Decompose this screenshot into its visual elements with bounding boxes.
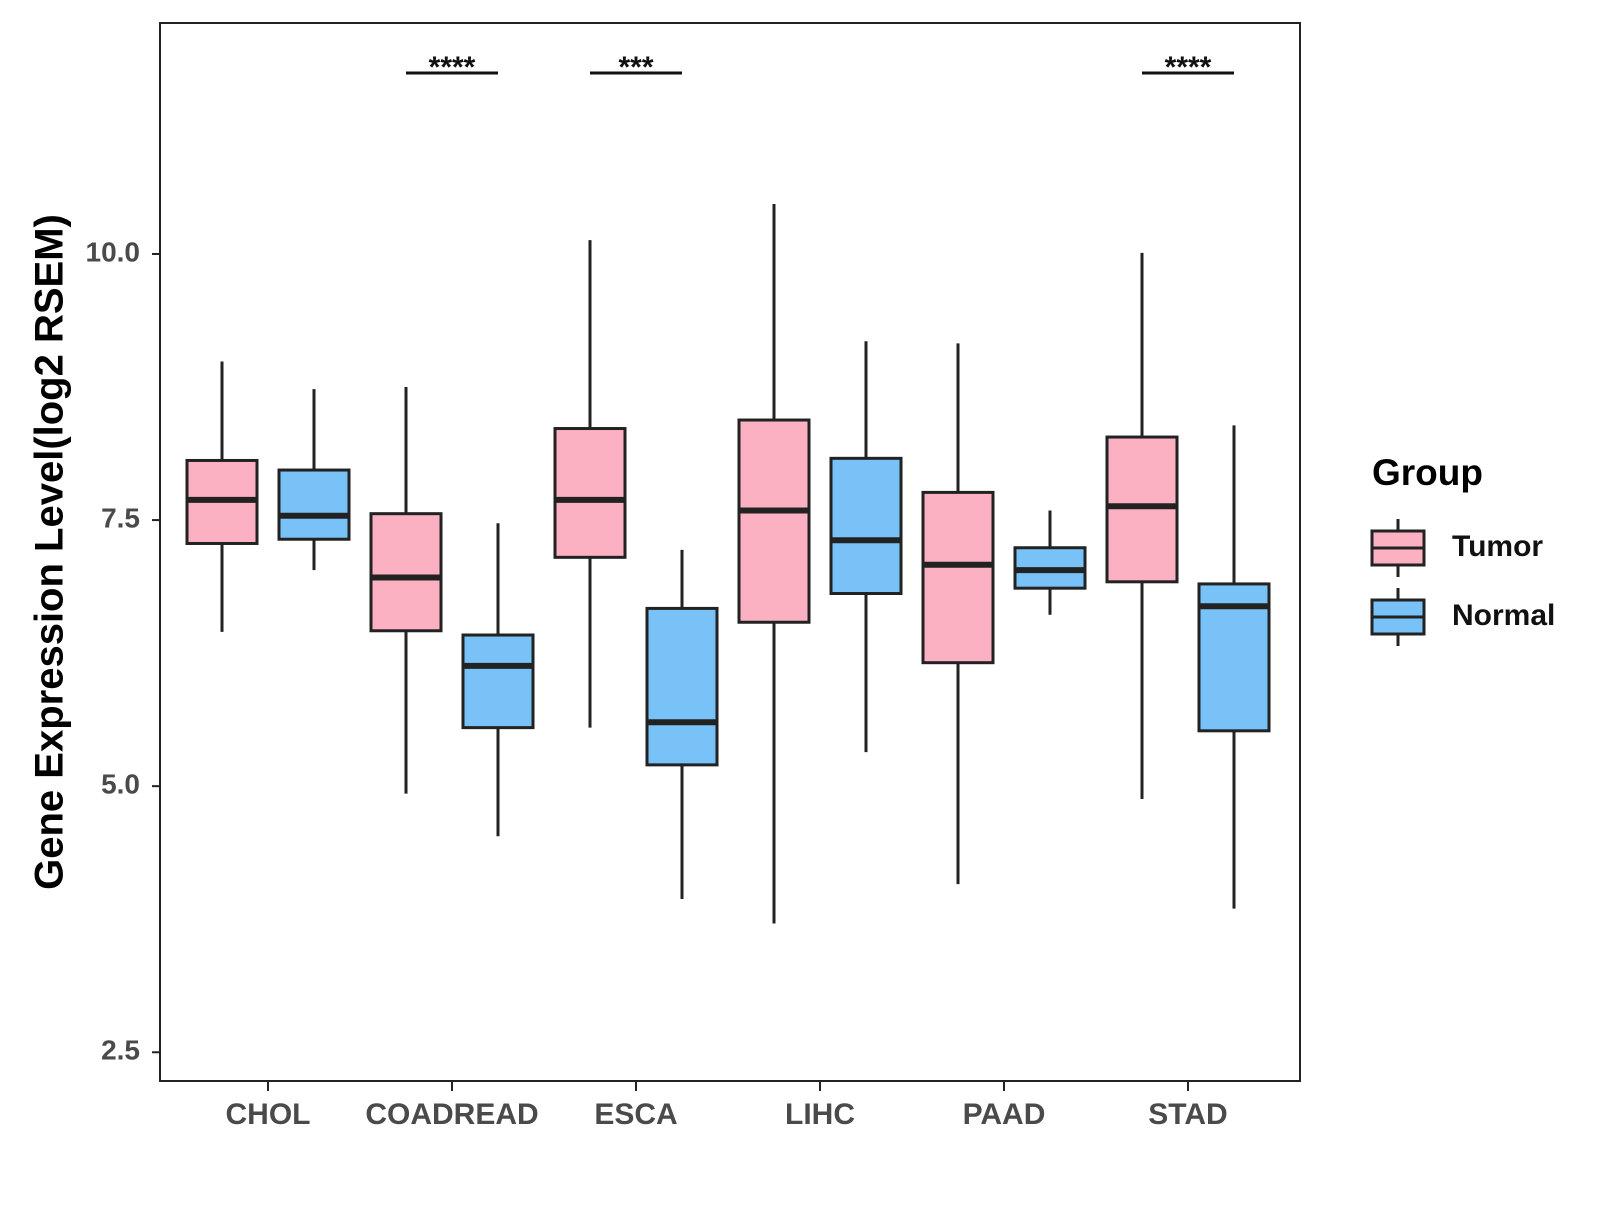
y-tick-label: 2.5 [101, 1035, 140, 1066]
box-iqr [645, 606, 719, 767]
box-normal-chol [277, 389, 351, 571]
legend-label: Normal [1452, 599, 1555, 632]
box-iqr [829, 456, 903, 596]
box-tumor-coadread [369, 387, 443, 794]
box-normal-lihc [829, 341, 903, 753]
box-iqr [553, 427, 627, 559]
legend-label: Tumor [1452, 530, 1543, 563]
y-tick-label: 7.5 [101, 502, 140, 533]
x-tick-label: PAAD [963, 1098, 1046, 1131]
x-tick-label: STAD [1148, 1098, 1227, 1131]
x-tick-label: LIHC [785, 1098, 855, 1131]
box-iqr [737, 418, 811, 624]
box-iqr [277, 468, 351, 541]
box-normal-paad [1013, 510, 1087, 615]
box-tumor-paad [921, 343, 995, 885]
box-normal-esca [645, 549, 719, 899]
y-tick-label: 10.0 [86, 236, 141, 267]
significance-label: **** [429, 51, 476, 84]
significance-annotation: **** [406, 51, 498, 84]
legend-title: Group [1372, 452, 1483, 493]
y-axis-title: Gene Expression Level(log2 RSEM) [28, 214, 72, 890]
significance-annotation: **** [1142, 51, 1234, 84]
box-iqr [461, 633, 535, 730]
box-iqr [1105, 435, 1179, 584]
box-iqr [369, 512, 443, 633]
box-tumor-lihc [737, 203, 811, 924]
legend: Tumor Normal [1370, 519, 1555, 646]
significance-label: **** [1165, 51, 1212, 84]
legend-item-normal: Normal [1370, 588, 1555, 646]
box-iqr [921, 490, 995, 665]
box-tumor-stad [1105, 252, 1179, 799]
x-tick-label: CHOL [226, 1098, 311, 1131]
y-tick-label: 5.0 [101, 769, 140, 800]
x-tick-label: COADREAD [365, 1098, 538, 1131]
box-tumor-esca [553, 240, 627, 728]
plot-area: 2.5 5.0 7.5 10.0 CHOL COADREAD ESCA LIHC PAAD STA… [86, 22, 1301, 1131]
box-normal-stad [1197, 425, 1271, 909]
significance-label: *** [618, 51, 653, 84]
plot-frame [159, 22, 1301, 1082]
legend-item-tumor: Tumor [1370, 519, 1543, 577]
box-normal-coadread [461, 523, 535, 837]
x-tick-label: ESCA [594, 1098, 677, 1131]
significance-annotation: *** [590, 51, 682, 84]
box-tumor-chol [185, 361, 259, 632]
